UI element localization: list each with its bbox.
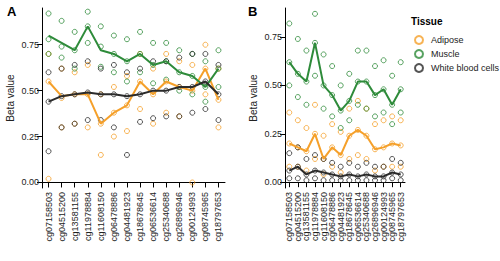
svg-text:cg00124993: cg00124993: [378, 192, 389, 242]
svg-text:cg07158503: cg07158503: [284, 192, 295, 242]
svg-text:White blood cells: White blood cells: [431, 63, 500, 73]
svg-text:Beta value: Beta value: [5, 74, 16, 122]
svg-text:cg08745965: cg08745965: [387, 192, 398, 242]
svg-text:cg04515200: cg04515200: [292, 192, 303, 242]
svg-text:cg06536614: cg06536614: [148, 192, 158, 242]
svg-text:0.00: 0.00: [21, 177, 39, 187]
svg-text:cg13581155: cg13581155: [301, 192, 312, 241]
svg-text:cg25340688: cg25340688: [361, 192, 372, 242]
svg-text:cg11978884: cg11978884: [310, 192, 320, 241]
svg-text:0.25: 0.25: [21, 132, 39, 142]
svg-text:B: B: [248, 4, 257, 19]
svg-text:cg26896946: cg26896946: [174, 192, 184, 242]
svg-text:0.00: 0.00: [264, 177, 282, 187]
svg-text:Adipose: Adipose: [431, 35, 464, 45]
svg-text:0.50: 0.50: [264, 80, 282, 90]
svg-text:cg26896946: cg26896946: [370, 192, 380, 242]
svg-text:cg18678645: cg18678645: [344, 192, 355, 242]
svg-text:cg11978884: cg11978884: [83, 192, 93, 241]
svg-text:cg11608150: cg11608150: [96, 192, 106, 241]
svg-text:0.75: 0.75: [21, 40, 39, 50]
svg-text:cg08745965: cg08745965: [200, 192, 210, 242]
svg-text:cg00124993: cg00124993: [187, 192, 197, 242]
svg-text:cg11608150: cg11608150: [318, 192, 329, 241]
svg-text:cg13581155: cg13581155: [70, 192, 80, 241]
svg-text:cg04481923: cg04481923: [335, 192, 346, 242]
svg-text:cg06478886: cg06478886: [327, 192, 338, 242]
svg-text:cg06478886: cg06478886: [109, 192, 119, 242]
svg-text:cg06536614: cg06536614: [352, 192, 363, 242]
svg-text:cg18678645: cg18678645: [135, 192, 145, 242]
svg-text:cg18797653: cg18797653: [396, 192, 406, 242]
svg-text:0.50: 0.50: [21, 86, 39, 96]
svg-text:cg04481923: cg04481923: [122, 192, 132, 242]
svg-text:cg25340688: cg25340688: [161, 192, 171, 242]
svg-text:cg07158503: cg07158503: [44, 192, 54, 242]
svg-text:Tissue: Tissue: [411, 16, 443, 27]
svg-text:A: A: [7, 4, 17, 19]
svg-text:Beta value: Beta value: [248, 74, 259, 122]
svg-text:cg18797653: cg18797653: [213, 192, 223, 242]
svg-text:Muscle: Muscle: [431, 49, 460, 59]
svg-text:cg04515200: cg04515200: [57, 192, 67, 242]
svg-text:0.75: 0.75: [264, 32, 282, 42]
svg-text:0.25: 0.25: [264, 129, 282, 139]
